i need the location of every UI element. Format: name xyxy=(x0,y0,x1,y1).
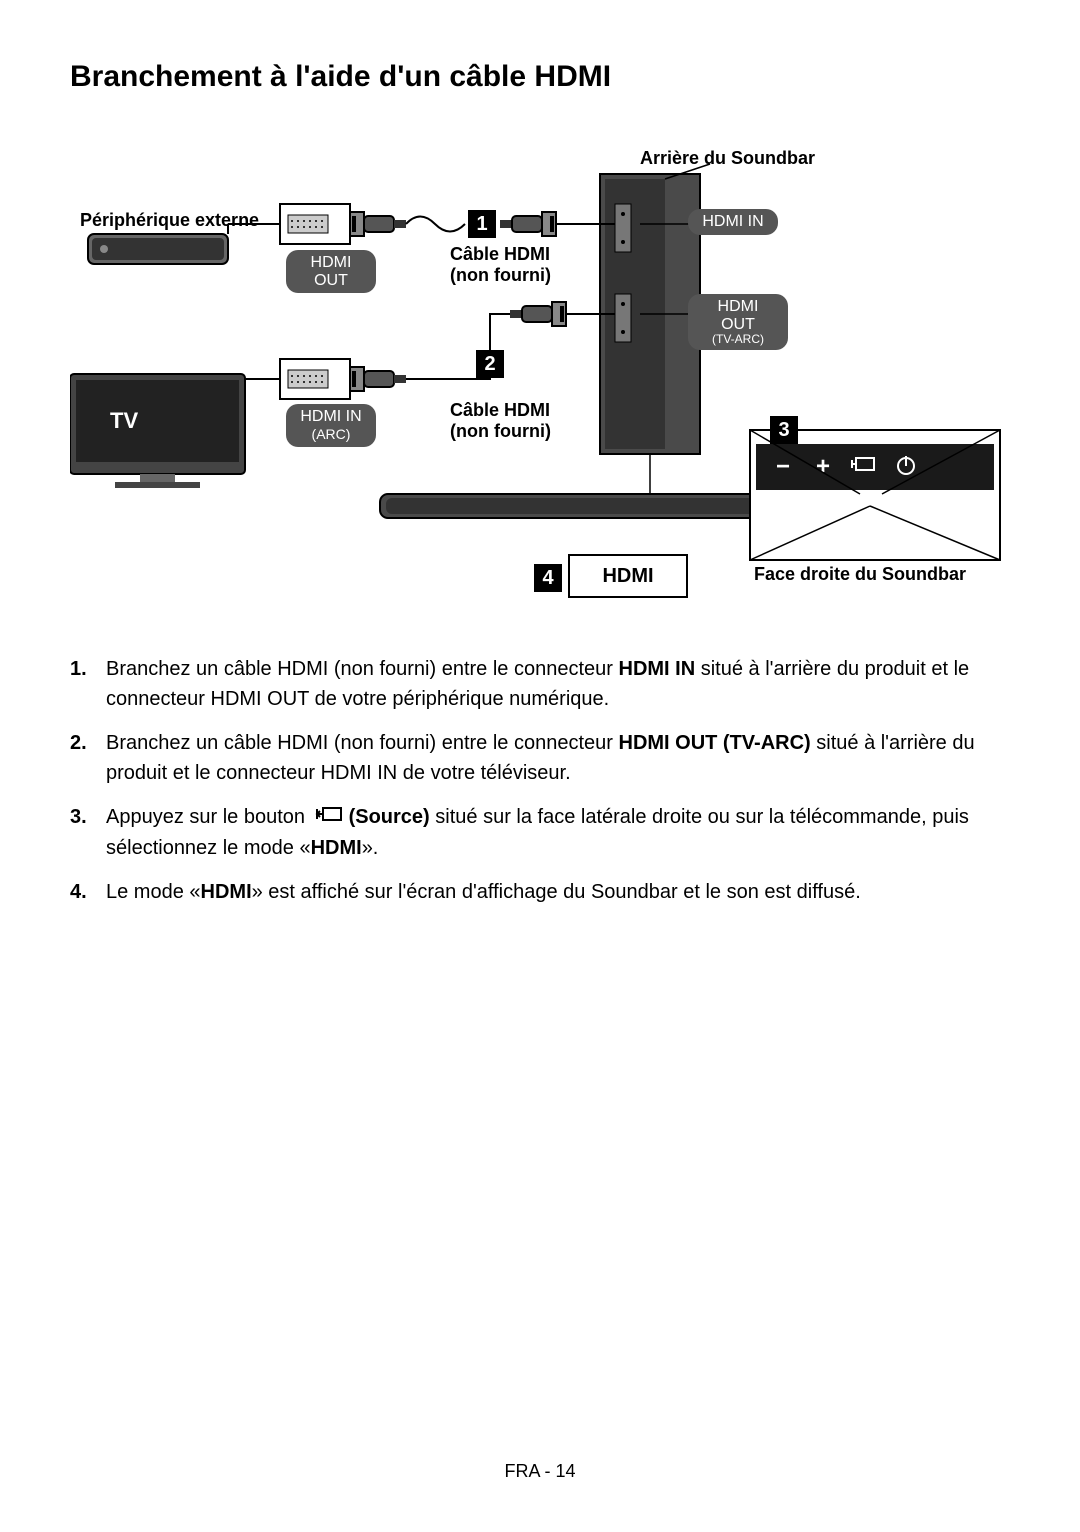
step-4: Le mode «HDMI» est affiché sur l'écran d… xyxy=(70,877,1010,907)
hdmi-out-tvarc-label: HDMI OUT (TV-ARC) xyxy=(688,294,788,350)
page-title: Branchement à l'aide d'un câble HDMI xyxy=(70,60,1010,94)
cable2-label: Câble HDMI (non fourni) xyxy=(450,400,551,442)
source-icon xyxy=(315,803,345,833)
badge-2: 2 xyxy=(476,350,504,378)
svg-text:−: − xyxy=(776,453,790,480)
display-mode-box: HDMI xyxy=(568,554,688,598)
external-device-label: Périphérique externe xyxy=(80,210,259,231)
step-2: Branchez un câble HDMI (non fourni) entr… xyxy=(70,728,1010,788)
badge-4: 4 xyxy=(534,564,562,592)
right-side-label: Face droite du Soundbar xyxy=(754,564,966,585)
tv-label: TV xyxy=(110,408,138,434)
rear-label: Arrière du Soundbar xyxy=(640,148,815,169)
step-1: Branchez un câble HDMI (non fourni) entr… xyxy=(70,654,1010,714)
step-3: Appuyez sur le bouton (Source) situé sur… xyxy=(70,802,1010,863)
hdmi-in-arc-label: HDMI IN (ARC) xyxy=(286,404,376,447)
instruction-list: Branchez un câble HDMI (non fourni) entr… xyxy=(70,654,1010,907)
connection-diagram: − + Arrière du Soundbar Périphérique ext… xyxy=(70,134,1010,614)
badge-1: 1 xyxy=(468,210,496,238)
page-footer: FRA - 14 xyxy=(0,1461,1080,1482)
hdmi-in-port-label: HDMI IN xyxy=(688,209,778,235)
cable1-label: Câble HDMI (non fourni) xyxy=(450,244,551,286)
badge-3: 3 xyxy=(770,416,798,444)
hdmi-out-label: HDMI OUT xyxy=(286,250,376,293)
